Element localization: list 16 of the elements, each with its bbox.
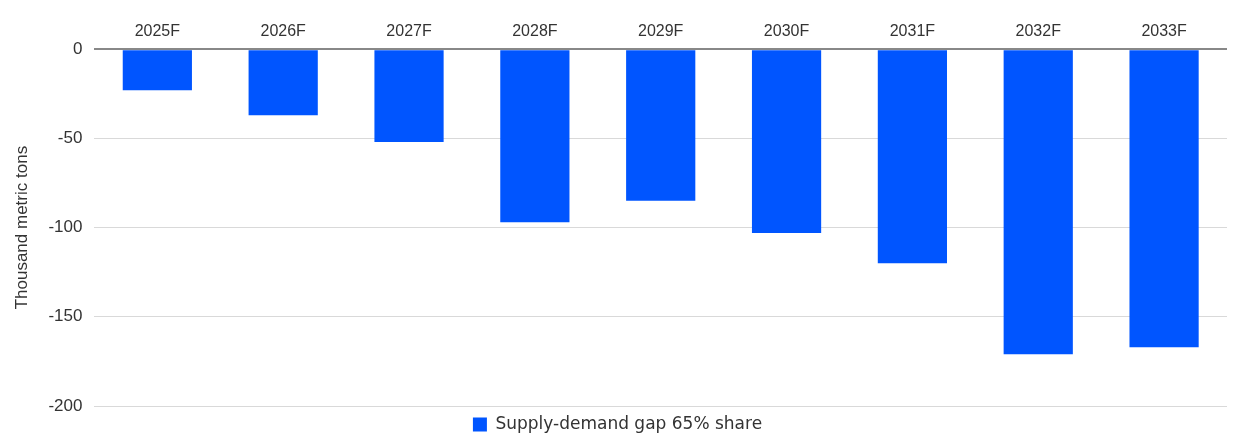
- x-tick-label: 2026F: [260, 22, 307, 40]
- y-tick-label: -150: [48, 306, 83, 326]
- x-tick-label: 2032F: [1015, 22, 1062, 40]
- y-tick-label: -100: [48, 217, 83, 237]
- x-tick-label: 2033F: [1141, 22, 1187, 40]
- legend-label: Supply-demand gap 65% share: [495, 412, 763, 433]
- x-tick-label: 2029F: [638, 22, 684, 40]
- x-tick-label: 2030F: [763, 22, 810, 40]
- y-axis-title: Thousand metric tons: [11, 145, 31, 310]
- y-tick-label: -200: [48, 395, 83, 415]
- x-tick-label: 2025F: [134, 22, 181, 40]
- y-tick-label: -50: [57, 128, 83, 148]
- x-tick-label: 2028F: [512, 22, 558, 40]
- x-tick-label: 2031F: [889, 22, 936, 40]
- y-tick-label: 0: [72, 38, 83, 58]
- x-tick-label: 2027F: [386, 22, 432, 40]
